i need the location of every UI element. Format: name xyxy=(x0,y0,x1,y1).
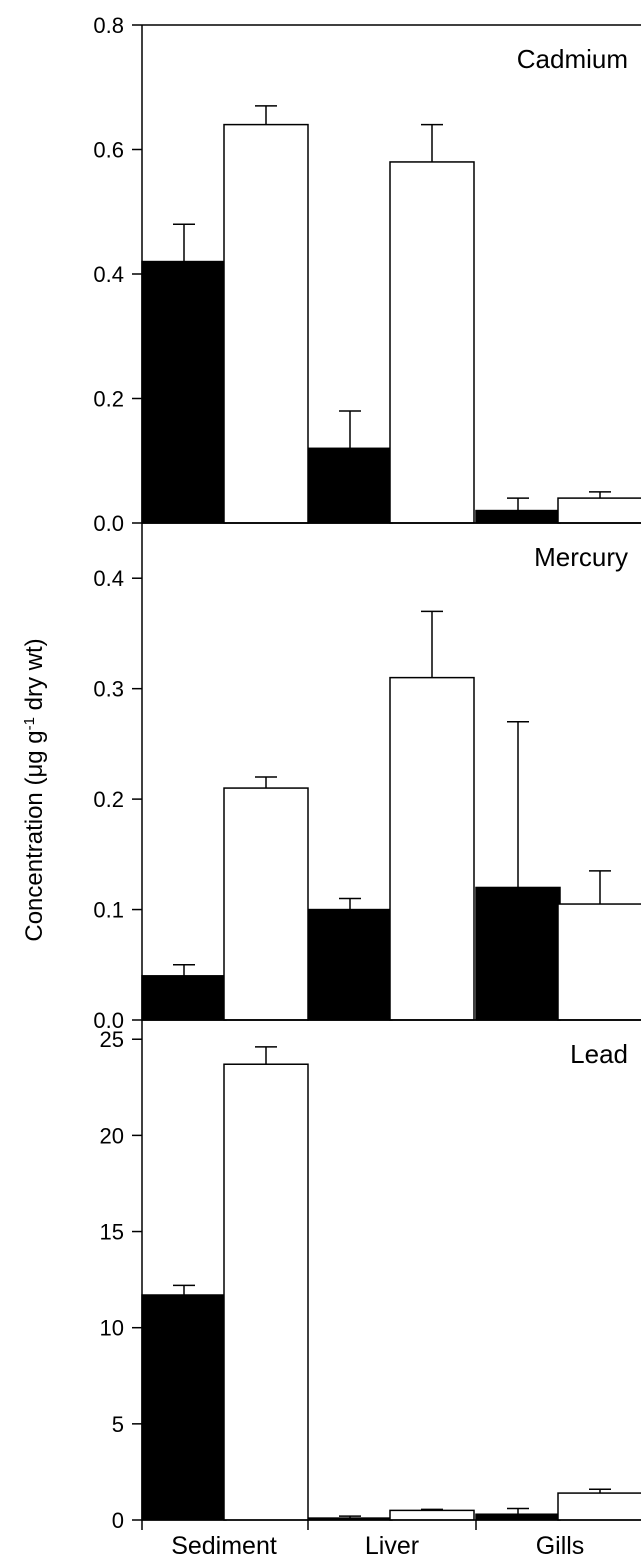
panel-lead: 0 5 10 15 20 25 Lead xyxy=(100,1019,641,1533)
y-tick-label-lead-1: 5 xyxy=(112,1412,124,1437)
y-tick-label-lead-0: 0 xyxy=(112,1508,124,1533)
y-tick-label-cadmium-1: 0.2 xyxy=(93,387,124,412)
y-tick-label-cadmium-0: 0.0 xyxy=(93,511,124,536)
y-tick-label-cadmium-2: 0.4 xyxy=(93,262,124,287)
y-tick-label-lead-5: 25 xyxy=(100,1027,124,1052)
bar-cadmium-gills-series2 xyxy=(557,497,641,524)
bar-cadmium-sediment-series2 xyxy=(223,123,309,524)
bar-cadmium-sediment-series1 xyxy=(141,260,227,524)
bar-mercury-sediment-series2 xyxy=(223,787,309,1021)
panel-title-cadmium: Cadmium xyxy=(517,44,628,74)
y-axis-label-tail: dry wt) xyxy=(21,638,48,717)
bar-mercury-gills-series1 xyxy=(475,886,561,1021)
bar-lead-sediment-series1 xyxy=(141,1294,227,1521)
bar-mercury-gills-series2 xyxy=(557,903,641,1021)
x-category-label-gills: Gills xyxy=(536,1532,585,1560)
panel-mercury: 0.0 0.1 0.2 0.3 0.4 Mercury xyxy=(93,522,641,1033)
panel-title-lead: Lead xyxy=(570,1039,628,1069)
y-tick-label-mercury-4: 0.4 xyxy=(93,566,124,591)
y-tick-label-lead-3: 15 xyxy=(100,1220,124,1245)
bar-mercury-liver-series2 xyxy=(389,676,475,1021)
bar-lead-sediment-series2 xyxy=(223,1063,309,1521)
bar-cadmium-liver-series1 xyxy=(307,447,393,524)
y-tick-label-mercury-2: 0.2 xyxy=(93,787,124,812)
y-tick-label-mercury-3: 0.3 xyxy=(93,677,124,702)
bar-lead-gills-series1 xyxy=(475,1513,561,1521)
y-tick-label-mercury-1: 0.1 xyxy=(93,898,124,923)
y-tick-label-mercury-0: 0.0 xyxy=(93,1008,124,1033)
bar-cadmium-gills-series1 xyxy=(475,509,561,524)
x-axis-category-labels: Sediment Liver Gills xyxy=(171,1532,584,1560)
y-axis-label: Concentration (μg g-1 dry wt) xyxy=(21,638,49,941)
x-category-label-sediment: Sediment xyxy=(171,1532,277,1560)
y-axis-label-superscript: -1 xyxy=(21,717,38,730)
panel-title-mercury: Mercury xyxy=(534,542,628,572)
chart-panels: 0.0 0.2 0.4 0.6 0.8 Cadmium 0.0 0.1 0.2 0.3 0.4 Mer… xyxy=(93,13,641,1533)
y-tick-label-cadmium-3: 0.6 xyxy=(93,138,124,163)
y-tick-label-lead-2: 10 xyxy=(100,1316,124,1341)
bar-mercury-liver-series1 xyxy=(307,908,393,1021)
y-tick-label-lead-4: 20 xyxy=(100,1123,124,1148)
bar-mercury-sediment-series1 xyxy=(141,975,227,1021)
bar-lead-liver-series2 xyxy=(389,1509,475,1521)
y-tick-label-cadmium-4: 0.8 xyxy=(93,13,124,38)
bar-lead-gills-series2 xyxy=(557,1492,641,1521)
y-axis-label-main: Concentration (μg g xyxy=(21,730,48,941)
panel-cadmium: 0.0 0.2 0.4 0.6 0.8 Cadmium xyxy=(93,13,641,536)
bar-cadmium-liver-series2 xyxy=(389,161,475,524)
x-category-label-liver: Liver xyxy=(365,1532,419,1560)
